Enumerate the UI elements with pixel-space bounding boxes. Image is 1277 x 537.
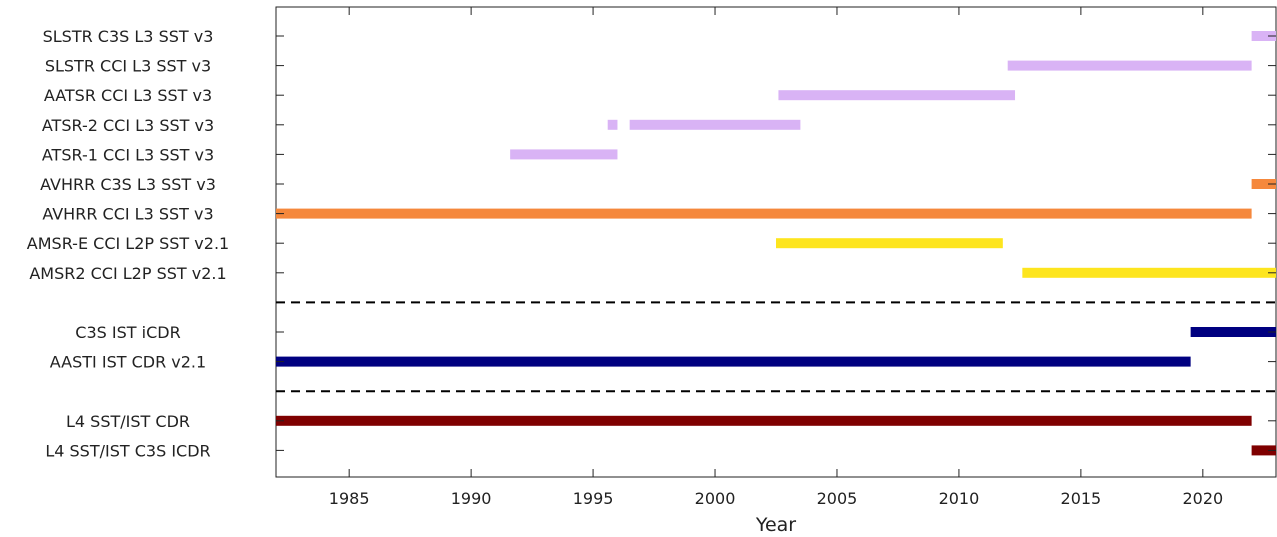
y-tick-label: AMSR2 CCI L2P SST v2.1	[29, 264, 226, 283]
x-tick-label: 2015	[1061, 489, 1102, 508]
coverage-bar	[1251, 445, 1276, 456]
coverage-bar	[510, 149, 618, 160]
coverage-bar	[1190, 327, 1276, 337]
y-tick-label: AVHRR C3S L3 SST v3	[40, 175, 216, 194]
coverage-bar	[607, 119, 618, 130]
x-tick-label: 2005	[817, 489, 858, 508]
y-tick-label: L4 SST/IST CDR	[66, 412, 190, 431]
x-ticks: 1985 1990 1995 2000 2005 2010 2015 2020	[329, 7, 1223, 508]
x-tick-label: 2020	[1182, 489, 1223, 508]
y-tick-label: SLSTR CCI L3 SST v3	[45, 57, 211, 76]
x-tick-label: 1990	[451, 489, 492, 508]
y-tick-label: C3S IST iCDR	[75, 323, 180, 342]
coverage-bar	[1007, 60, 1252, 71]
coverage-bar	[1022, 267, 1276, 278]
y-tick-label: AATSR CCI L3 SST v3	[44, 86, 212, 105]
y-tick-label: SLSTR C3S L3 SST v3	[43, 27, 214, 46]
y-tick-label: AMSR-E CCI L2P SST v2.1	[27, 234, 229, 253]
coverage-bar	[1251, 31, 1276, 41]
x-tick-label: 2010	[939, 489, 980, 508]
y-labels: SLSTR C3S L3 SST v3 SLSTR CCI L3 SST v3 AA…	[27, 27, 229, 460]
coverage-bar	[276, 415, 1252, 426]
x-tick-label: 1985	[329, 489, 370, 508]
y-tick-label: ATSR-1 CCI L3 SST v3	[42, 145, 214, 164]
y-tick-label: AVHRR CCI L3 SST v3	[42, 205, 213, 224]
coverage-bars	[276, 31, 1276, 456]
x-axis-label: Year	[755, 514, 796, 536]
y-ticks	[276, 35, 1276, 451]
x-tick-label: 2000	[695, 489, 736, 508]
separator-lines	[276, 301, 1276, 393]
coverage-bar	[778, 90, 1016, 101]
plot-frame	[275, 6, 1277, 478]
coverage-bar	[276, 208, 1252, 219]
coverage-bar	[629, 119, 801, 130]
plot-border	[275, 6, 1277, 478]
y-tick-label: ATSR-2 CCI L3 SST v3	[42, 116, 214, 135]
x-tick-label: 1995	[573, 489, 614, 508]
coverage-bar	[1251, 179, 1276, 189]
coverage-bar	[276, 356, 1191, 367]
y-tick-label: L4 SST/IST C3S ICDR	[45, 441, 210, 460]
coverage-bar	[776, 238, 1003, 249]
y-tick-label: AASTI IST CDR v2.1	[50, 353, 206, 372]
